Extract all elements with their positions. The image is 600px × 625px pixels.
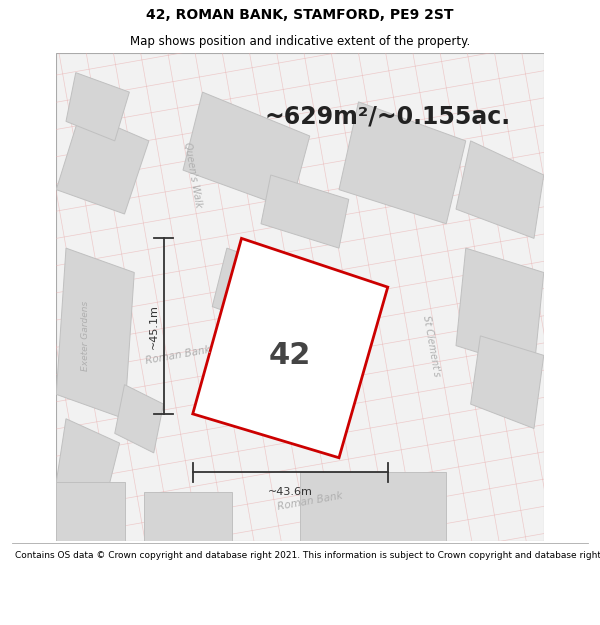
Polygon shape	[456, 248, 544, 370]
Polygon shape	[56, 419, 119, 502]
Polygon shape	[183, 92, 310, 209]
Text: Queen's Walk: Queen's Walk	[182, 141, 203, 209]
Polygon shape	[56, 248, 134, 419]
Text: St Clement's: St Clement's	[421, 314, 442, 377]
Polygon shape	[193, 238, 388, 458]
Polygon shape	[66, 72, 130, 141]
Polygon shape	[56, 482, 125, 541]
Text: ~629m²/~0.155ac.: ~629m²/~0.155ac.	[265, 104, 511, 129]
Polygon shape	[56, 112, 149, 214]
Polygon shape	[339, 102, 466, 224]
Text: Roman Bank: Roman Bank	[277, 491, 343, 512]
Text: Roman Bank: Roman Bank	[145, 345, 212, 366]
Text: 42, ROMAN BANK, STAMFORD, PE9 2ST: 42, ROMAN BANK, STAMFORD, PE9 2ST	[146, 8, 454, 22]
Text: ~43.6m: ~43.6m	[268, 487, 313, 497]
Text: Exeter Gardens: Exeter Gardens	[81, 301, 90, 371]
Polygon shape	[261, 175, 349, 248]
Polygon shape	[300, 472, 446, 541]
Text: ~45.1m: ~45.1m	[149, 304, 158, 349]
Polygon shape	[470, 336, 544, 429]
Polygon shape	[115, 384, 163, 453]
Polygon shape	[456, 141, 544, 238]
Polygon shape	[144, 492, 232, 541]
Text: Contains OS data © Crown copyright and database right 2021. This information is : Contains OS data © Crown copyright and d…	[15, 551, 600, 560]
Text: Map shows position and indicative extent of the property.: Map shows position and indicative extent…	[130, 35, 470, 48]
Text: 42: 42	[269, 341, 311, 370]
Polygon shape	[212, 248, 295, 331]
